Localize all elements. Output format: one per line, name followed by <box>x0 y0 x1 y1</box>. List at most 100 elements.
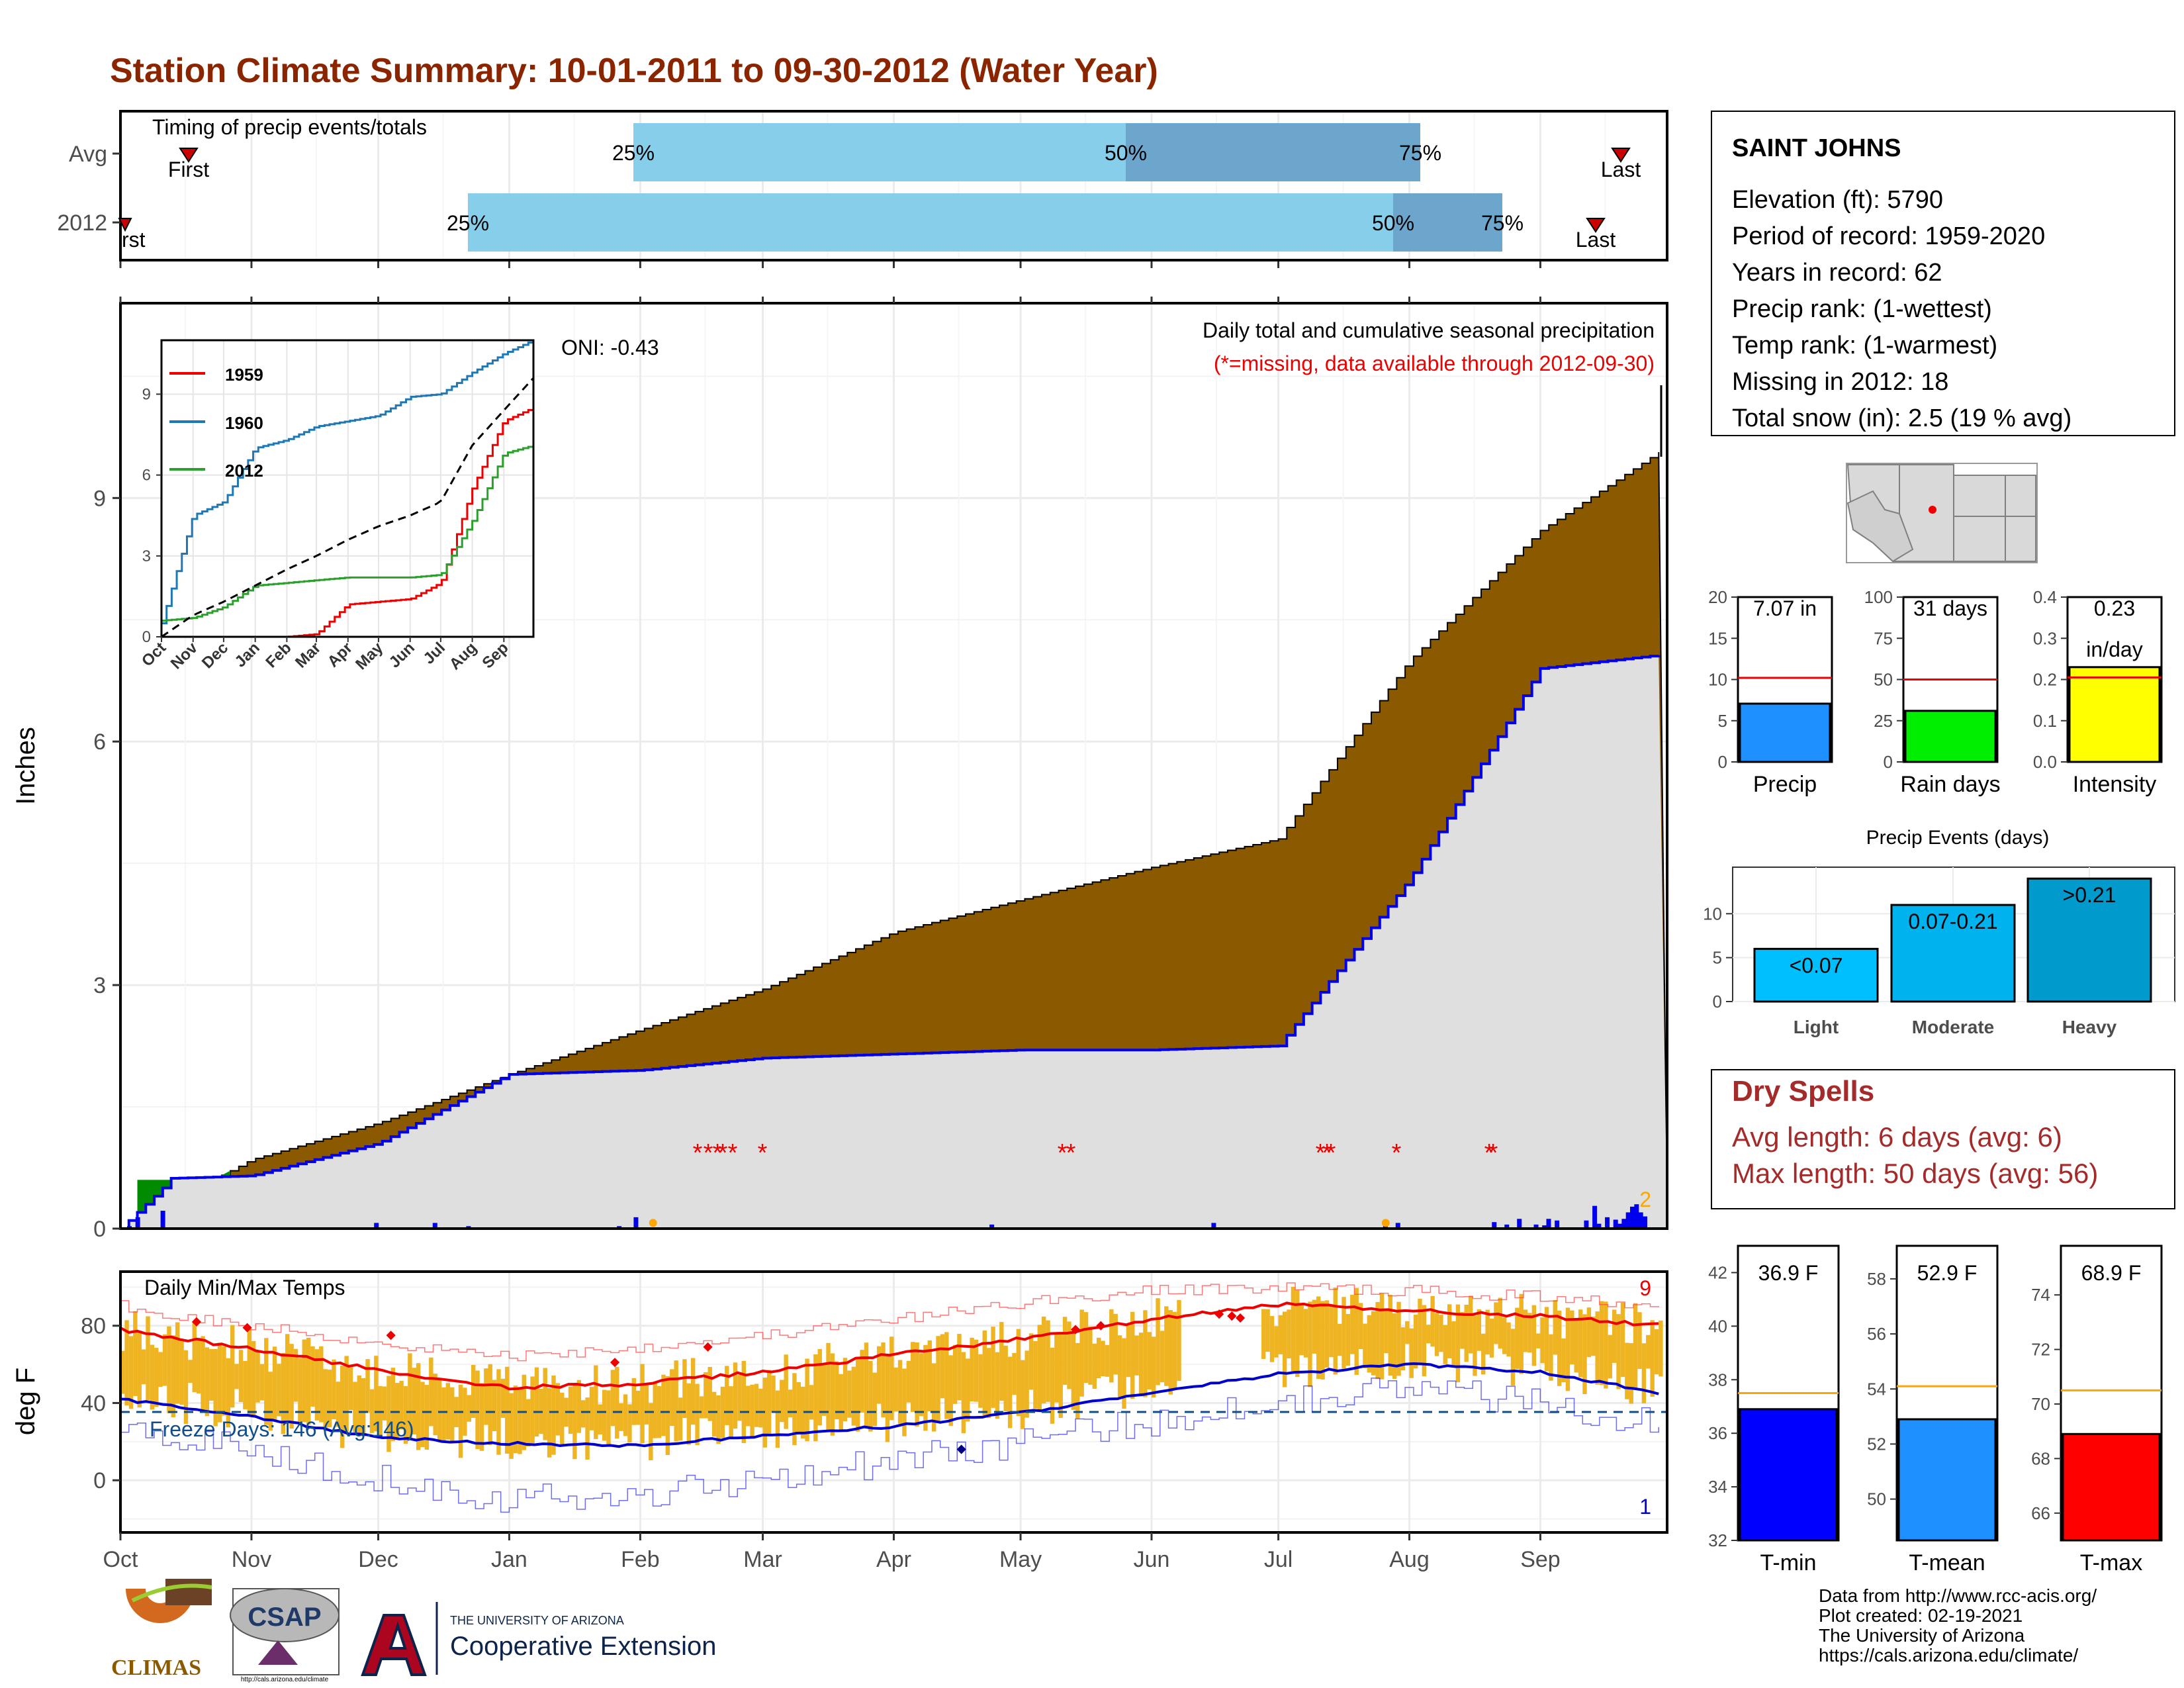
daily-temp-bar <box>1028 1333 1034 1390</box>
daily-temp-bar <box>961 1352 966 1434</box>
daily-temp-bar <box>450 1387 455 1443</box>
daily-temp-bar <box>196 1337 201 1394</box>
daily-temp-bar <box>277 1364 281 1417</box>
daily-precip-bar <box>1625 1212 1631 1229</box>
daily-temp-bar <box>1329 1305 1334 1358</box>
daily-temp-bar <box>387 1376 391 1452</box>
missing-marker: * <box>1392 1139 1402 1167</box>
daily-temp-bar <box>746 1385 751 1427</box>
precip-ytick-label: 3 <box>93 973 106 998</box>
daily-precip-bar <box>1592 1205 1598 1229</box>
temp-summary-tick-label: 34 <box>1708 1477 1727 1497</box>
temp-count-max: 9 <box>1639 1276 1651 1300</box>
events-tick-label: 10 <box>1703 904 1722 923</box>
daily-temp-bar <box>741 1360 747 1444</box>
daily-temp-bar <box>146 1316 150 1401</box>
inset-legend-1959: 1959 <box>225 365 263 385</box>
footer-line-3: The University of Arizona <box>1819 1625 2025 1646</box>
temp-summary-tick-label: 54 <box>1867 1379 1886 1399</box>
temp-summary-bar <box>1739 1408 1838 1542</box>
daily-temp-bar <box>568 1386 573 1434</box>
daily-temp-bar <box>986 1348 991 1419</box>
daily-temp-bar <box>766 1370 772 1436</box>
daily-temp-bar <box>1079 1309 1084 1397</box>
footer-line-1: Data from http://www.rcc-acis.org/ <box>1819 1585 2097 1606</box>
daily-temp-bar <box>1021 1360 1025 1429</box>
station-years: Years in record: 62 <box>1732 259 1942 287</box>
daily-temp-bar <box>885 1355 890 1442</box>
daily-temp-bar <box>1473 1315 1477 1376</box>
daily-temp-bar <box>399 1381 404 1430</box>
daily-temp-bar <box>585 1397 590 1460</box>
daily-temp-bar <box>1455 1304 1461 1383</box>
month-label: Aug <box>1389 1547 1430 1572</box>
daily-temp-bar <box>902 1368 907 1436</box>
daily-temp-bar <box>1012 1352 1017 1395</box>
daily-temp-bar <box>1591 1316 1596 1356</box>
y2012-p25-label: 25% <box>447 211 489 235</box>
footer-credits: Data from http://www.rcc-acis.org/ Plot … <box>1819 1585 2097 1665</box>
daily-temp-bar <box>1143 1310 1148 1397</box>
temp-summary-tick-label: 42 <box>1708 1262 1727 1282</box>
daily-temp-bar <box>1443 1325 1447 1364</box>
station-temp-rank: Temp rank: (1-warmest) <box>1732 332 1997 359</box>
daily-temp-bar <box>1092 1343 1097 1389</box>
summary-bar-tick-label: 50 <box>1874 670 1893 690</box>
station-name: SAINT JOHNS <box>1732 134 1901 162</box>
location-map <box>1846 463 2038 563</box>
daily-temp-bar <box>429 1357 433 1427</box>
daily-temp-bar <box>319 1346 324 1423</box>
timing-label-2012: 2012 <box>57 211 107 236</box>
daily-temp-bar <box>543 1368 547 1440</box>
daily-temp-bar <box>889 1336 894 1421</box>
summary-bar-tick-label: 0 <box>1718 752 1727 772</box>
daily-temp-bar <box>479 1383 484 1451</box>
summary-bar-unit: in/day <box>2086 637 2142 661</box>
missing-marker: * <box>1066 1139 1076 1167</box>
events-bar <box>1753 947 1879 1003</box>
cumulative-avg-area <box>120 451 1668 1229</box>
daily-temp-bar <box>1041 1316 1046 1404</box>
temp-summary-tick-label: 50 <box>1867 1489 1886 1509</box>
ua-top-text: THE UNIVERSITY OF ARIZONA <box>450 1614 624 1627</box>
daily-temp-bar <box>209 1348 214 1401</box>
daily-temp-bar <box>796 1382 801 1434</box>
daily-temp-bar <box>285 1334 290 1421</box>
daily-temp-bar <box>475 1370 480 1450</box>
daily-temp-bar <box>555 1383 561 1436</box>
daily-temp-bar <box>1654 1329 1659 1375</box>
daily-temp-bar <box>179 1339 184 1405</box>
daily-precip-bar <box>1546 1219 1551 1229</box>
daily-precip-bar <box>1395 1223 1400 1229</box>
daily-temp-bar <box>1342 1297 1346 1369</box>
temp-summary-bars: 36.9 F 32 34 36 38 40 42 T-min 52.9 F 50 52 54 56 58 T… <box>1708 1244 2163 1575</box>
daily-temp-bar <box>1485 1309 1490 1355</box>
daily-temp-bar <box>1062 1317 1068 1385</box>
daily-temp-bar <box>948 1355 953 1427</box>
y2012-p50-label: 50% <box>1372 211 1414 235</box>
daily-temp-bar <box>1096 1337 1101 1379</box>
record-max-line <box>120 1282 1659 1362</box>
daily-temp-bar <box>1418 1298 1422 1365</box>
summary-bar-value: 31 days <box>1913 596 1987 620</box>
summary-bar-tick-label: 15 <box>1708 628 1727 648</box>
daily-temp-bar <box>150 1344 155 1410</box>
daily-temp-bar <box>302 1339 306 1423</box>
daily-temp-bar <box>1422 1305 1427 1377</box>
daily-temp-bar <box>1324 1300 1330 1368</box>
daily-temp-bar <box>463 1387 467 1436</box>
daily-temp-bar <box>737 1374 742 1421</box>
daily-temp-bar <box>1354 1288 1359 1375</box>
daily-temp-bar <box>1396 1301 1401 1376</box>
daily-temp-bar <box>1138 1333 1144 1397</box>
daily-temp-bar <box>589 1387 594 1430</box>
daily-temp-bar <box>1308 1301 1312 1387</box>
daily-temp-bar <box>1291 1286 1296 1374</box>
daily-temp-bar <box>1625 1342 1629 1399</box>
daily-temp-bar <box>188 1360 193 1383</box>
avg-p25-label: 25% <box>612 141 655 165</box>
daily-temp-bar <box>1502 1317 1507 1354</box>
daily-temp-bar <box>649 1403 653 1460</box>
daily-temp-bar <box>1574 1319 1578 1373</box>
summary-bar-tick-label: 0.1 <box>2033 711 2057 731</box>
